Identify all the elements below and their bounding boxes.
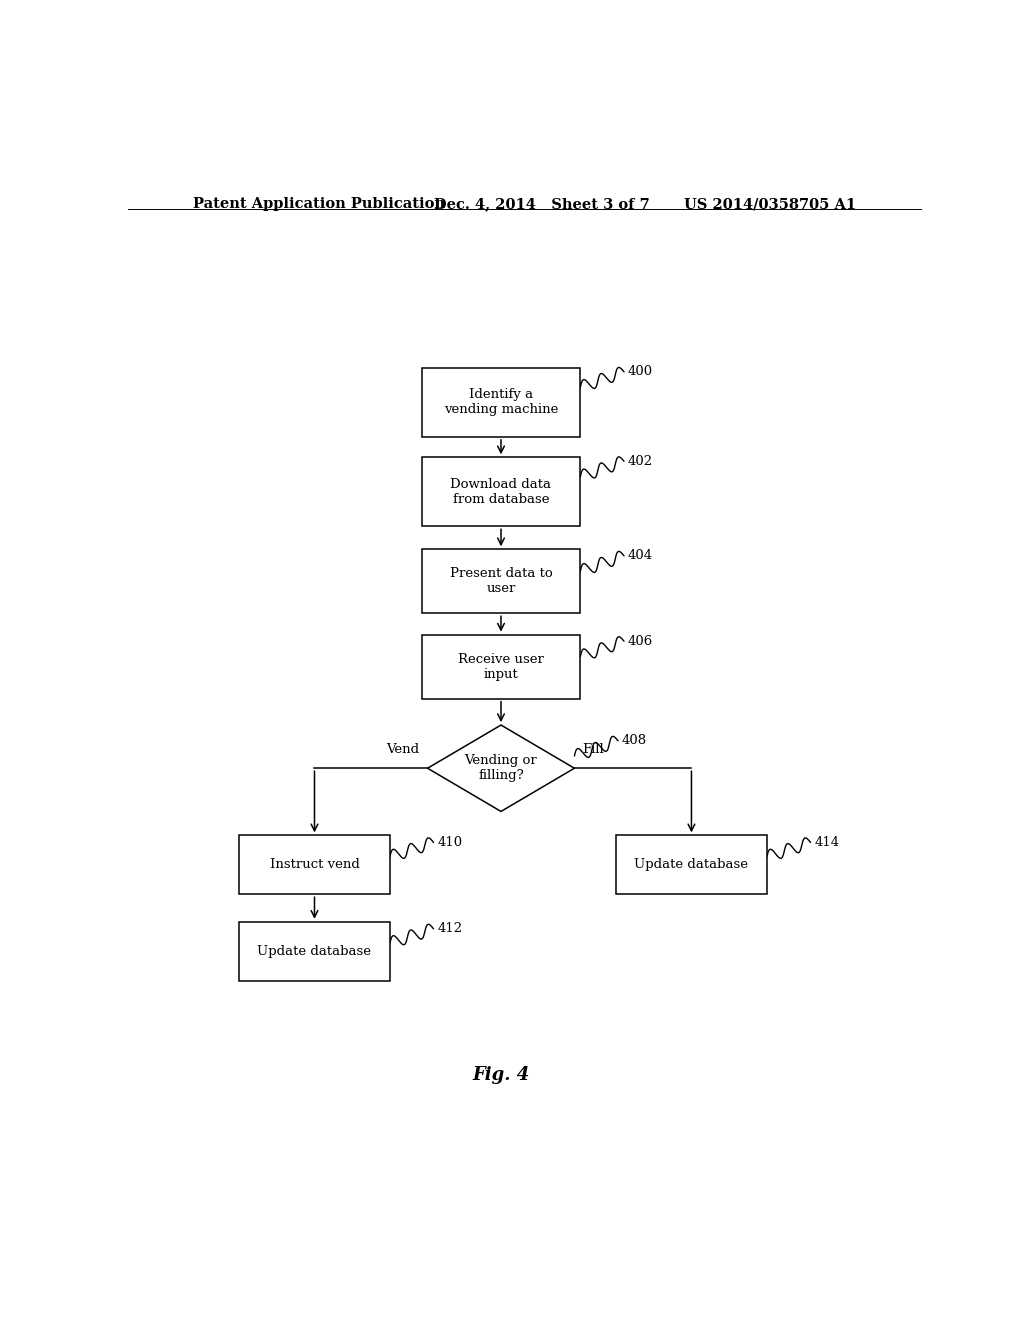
FancyBboxPatch shape (422, 457, 581, 527)
Text: 402: 402 (628, 455, 653, 467)
Polygon shape (428, 725, 574, 812)
Text: Identify a
vending machine: Identify a vending machine (443, 388, 558, 416)
Text: Present data to
user: Present data to user (450, 568, 552, 595)
Text: Update database: Update database (257, 945, 372, 958)
FancyBboxPatch shape (422, 368, 581, 437)
Text: Download data
from database: Download data from database (451, 478, 552, 506)
Text: Vending or
filling?: Vending or filling? (465, 754, 538, 783)
Text: Fill: Fill (583, 743, 604, 756)
FancyBboxPatch shape (239, 921, 390, 981)
FancyBboxPatch shape (616, 836, 767, 894)
FancyBboxPatch shape (422, 549, 581, 614)
Text: 408: 408 (622, 734, 647, 747)
Text: Receive user
input: Receive user input (458, 652, 544, 681)
Text: 410: 410 (437, 836, 463, 849)
Text: Instruct vend: Instruct vend (269, 858, 359, 871)
Text: Update database: Update database (635, 858, 749, 871)
FancyBboxPatch shape (239, 836, 390, 894)
FancyBboxPatch shape (422, 635, 581, 698)
Text: 406: 406 (628, 635, 653, 648)
Text: Patent Application Publication: Patent Application Publication (194, 197, 445, 211)
Text: 404: 404 (628, 549, 653, 562)
Text: 400: 400 (628, 366, 653, 379)
Text: US 2014/0358705 A1: US 2014/0358705 A1 (684, 197, 856, 211)
Text: Fig. 4: Fig. 4 (472, 1067, 529, 1084)
Text: Dec. 4, 2014   Sheet 3 of 7: Dec. 4, 2014 Sheet 3 of 7 (433, 197, 649, 211)
Text: Vend: Vend (386, 743, 420, 756)
Text: 414: 414 (814, 836, 840, 849)
Text: 412: 412 (437, 923, 463, 936)
